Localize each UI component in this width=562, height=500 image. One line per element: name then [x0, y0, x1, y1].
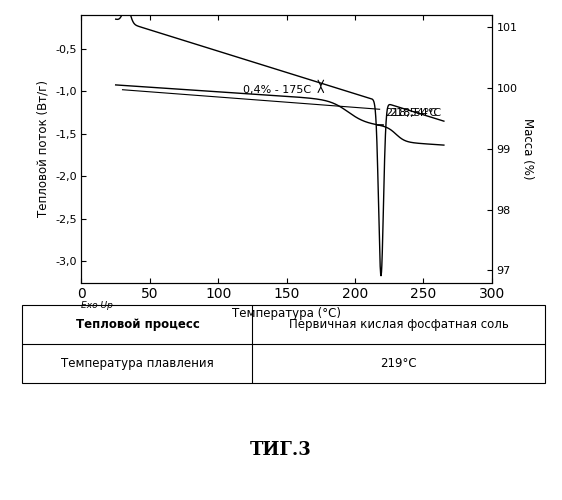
Text: ΤИГ.3: ΤИГ.3 [250, 441, 312, 459]
Text: 0,4% - 175C: 0,4% - 175C [243, 85, 311, 95]
Text: 218,54°C: 218,54°C [385, 108, 437, 118]
Text: Тепловой процесс: Тепловой процесс [75, 318, 200, 331]
Text: 218,54°C: 218,54°C [389, 108, 441, 118]
Text: Exo Up: Exo Up [81, 301, 114, 310]
Y-axis label: Масса (%): Масса (%) [522, 118, 534, 180]
Text: 219°C: 219°C [380, 356, 417, 370]
Text: Первичная кислая фосфатная соль: Первичная кислая фосфатная соль [289, 318, 509, 331]
Text: Температура плавления: Температура плавления [61, 356, 214, 370]
Y-axis label: Тепловой поток (Вт/г): Тепловой поток (Вт/г) [37, 80, 49, 217]
X-axis label: Температура (°C): Температура (°C) [232, 307, 341, 320]
